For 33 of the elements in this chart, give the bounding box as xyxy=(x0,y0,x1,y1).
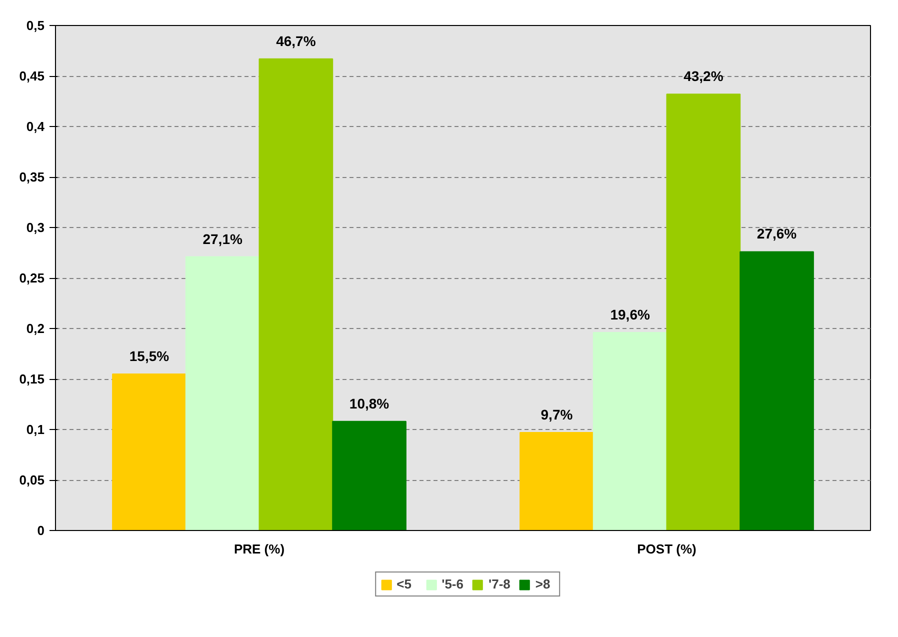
y-tick-label: 0 xyxy=(37,523,45,538)
bar xyxy=(185,256,260,530)
y-tick-label: 0,15 xyxy=(19,372,45,386)
x-tick-label: PRE (%) xyxy=(234,542,285,556)
bar xyxy=(592,332,668,530)
data-label: 15,5% xyxy=(129,348,170,364)
bar xyxy=(740,251,814,530)
data-label: 27,1% xyxy=(202,230,243,247)
bar xyxy=(112,373,186,530)
bar xyxy=(332,420,406,530)
data-label: 10,8% xyxy=(349,395,390,412)
data-label: 46,7% xyxy=(276,32,316,49)
bar xyxy=(666,94,741,530)
legend-label: '7-8 xyxy=(488,576,510,592)
y-tick-label: 0,25 xyxy=(19,270,45,286)
y-tick-label: 0,45 xyxy=(19,68,45,84)
x-tick-label: POST (%) xyxy=(637,542,696,556)
y-tick-label: 0,2 xyxy=(26,321,45,336)
legend-label: >8 xyxy=(535,576,552,592)
bar xyxy=(520,432,594,530)
data-label: 43,2% xyxy=(684,68,724,84)
y-tick-label: 0,5 xyxy=(26,18,45,33)
data-label: 27,6% xyxy=(756,226,798,242)
y-tick-label: 0,05 xyxy=(19,472,45,488)
bar xyxy=(258,58,334,530)
legend-label: '5-6 xyxy=(442,576,464,592)
data-label: 9,7% xyxy=(540,406,574,423)
y-tick-label: 0,4 xyxy=(26,119,46,134)
legend-label: <5 xyxy=(396,576,412,592)
y-tick-label: 0,3 xyxy=(26,220,45,235)
y-tick-label: 0,1 xyxy=(26,422,45,437)
data-label: 19,6% xyxy=(610,306,650,323)
y-tick-label: 0,35 xyxy=(19,170,45,184)
